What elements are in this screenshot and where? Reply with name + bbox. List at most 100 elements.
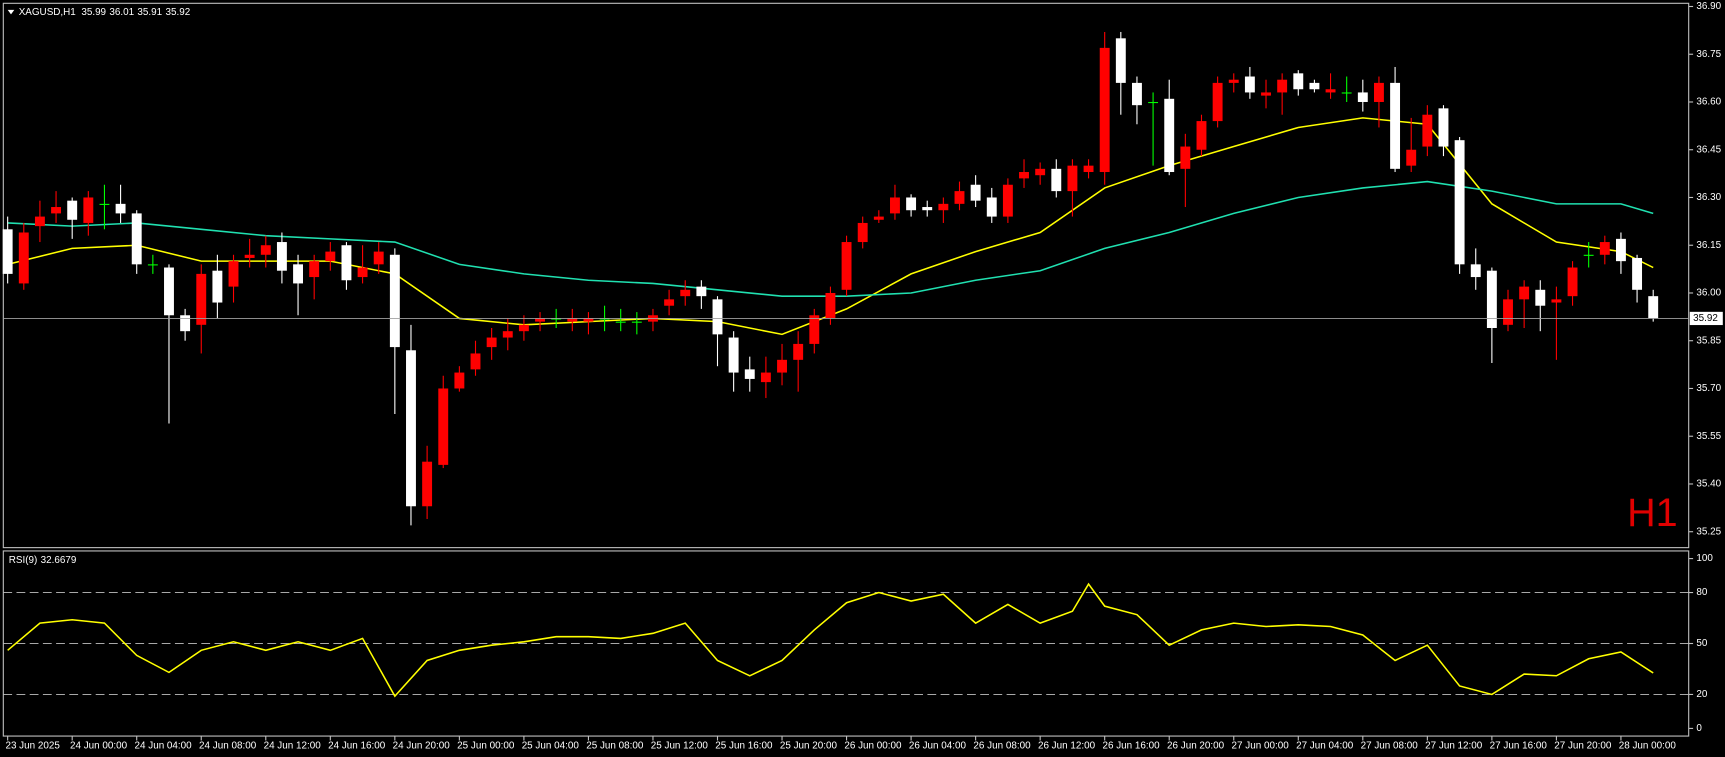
candle-body xyxy=(631,321,642,323)
x-tick-label: 27 Jun 12:00 xyxy=(1425,741,1483,752)
candle-body xyxy=(1486,270,1497,328)
y-tick-label: 36.15 xyxy=(1696,240,1721,251)
x-tick-label: 26 Jun 00:00 xyxy=(844,741,902,752)
candle-body xyxy=(164,267,174,316)
x-tick-label: 24 Jun 16:00 xyxy=(328,741,386,752)
y-tick-label: 100 xyxy=(1696,553,1713,564)
candle-body xyxy=(406,350,416,507)
x-tick-label: 28 Jun 00:00 xyxy=(1619,741,1677,752)
candle-body xyxy=(1035,168,1046,176)
rsi-header: RSI(9) 32.6679 xyxy=(9,554,77,565)
x-tick-label: 25 Jun 00:00 xyxy=(457,741,515,752)
candle-body xyxy=(373,251,384,265)
candle-body xyxy=(67,200,78,220)
candle-body xyxy=(1454,140,1465,265)
candle-body xyxy=(1551,299,1562,303)
candle-body xyxy=(1438,108,1449,147)
x-tick-label: 24 Jun 04:00 xyxy=(135,741,193,752)
candle-body xyxy=(1615,238,1626,262)
candle-body xyxy=(1648,296,1659,319)
moving-average-line xyxy=(7,180,1654,297)
candle-body xyxy=(502,331,513,338)
candle-body xyxy=(1180,146,1191,169)
candle-body xyxy=(1132,82,1142,106)
y-tick-label: 50 xyxy=(1696,638,1707,649)
last-high: 36.01 xyxy=(109,7,134,18)
x-tick-label: 26 Jun 12:00 xyxy=(1038,741,1096,752)
candle-body xyxy=(551,318,562,320)
candle-body xyxy=(1019,172,1029,179)
candle-body xyxy=(1228,79,1239,83)
candle-body xyxy=(970,184,981,201)
candle-body xyxy=(309,261,320,278)
candle-body xyxy=(34,216,45,227)
candle-body xyxy=(712,299,723,335)
last-price-label: 35.92 xyxy=(1693,313,1718,324)
candle-body xyxy=(228,261,239,287)
candle-body xyxy=(857,222,868,243)
candle-body xyxy=(1067,165,1078,192)
candle-body xyxy=(906,197,917,211)
candle-body xyxy=(1293,73,1304,90)
candle-body xyxy=(196,273,207,325)
x-tick-label: 26 Jun 04:00 xyxy=(909,741,967,752)
candle-body xyxy=(389,254,400,348)
x-tick-label: 26 Jun 16:00 xyxy=(1102,741,1160,752)
y-tick-label: 80 xyxy=(1696,587,1707,598)
candle-body xyxy=(760,372,771,383)
y-tick-label: 20 xyxy=(1696,689,1707,700)
candle-body xyxy=(1164,98,1175,173)
candle-body xyxy=(664,299,675,306)
x-tick-label: 27 Jun 20:00 xyxy=(1554,741,1612,752)
x-tick-label: 24 Jun 00:00 xyxy=(70,741,128,752)
chart-header: XAGUSD,H1 35.99 36.01 35.91 35.92 xyxy=(19,7,191,18)
y-tick-label: 36.75 xyxy=(1696,49,1721,60)
candle-body xyxy=(680,289,691,297)
x-tick-label: 24 Jun 20:00 xyxy=(393,741,451,752)
candle-body xyxy=(922,207,933,211)
candle-body xyxy=(438,388,449,465)
x-tick-label: 26 Jun 20:00 xyxy=(1167,741,1225,752)
candle-body xyxy=(1341,92,1352,94)
candle-body xyxy=(99,203,110,205)
candle-body xyxy=(2,229,13,274)
candle-body xyxy=(809,315,820,344)
candle-body xyxy=(18,232,29,284)
candle-body xyxy=(260,245,271,255)
x-tick-label: 27 Jun 08:00 xyxy=(1361,741,1419,752)
candle-body xyxy=(454,372,465,389)
x-tick-label: 27 Jun 00:00 xyxy=(1232,741,1290,752)
rsi-name: RSI(9) xyxy=(9,554,38,565)
candle-body xyxy=(954,191,965,204)
candle-body xyxy=(1196,121,1207,150)
rsi-line xyxy=(7,582,1654,698)
candle-body xyxy=(1357,92,1368,102)
moving-average-line xyxy=(7,117,1654,336)
candle-body xyxy=(212,270,223,303)
y-tick-label: 35.25 xyxy=(1696,526,1721,537)
candle-body xyxy=(1535,289,1546,306)
candle-body xyxy=(1422,114,1433,147)
last-close: 35.92 xyxy=(165,7,190,18)
candle-body xyxy=(422,461,433,507)
candle-body xyxy=(599,318,610,320)
candle-body xyxy=(1212,82,1223,122)
candle-body xyxy=(1390,82,1401,169)
y-tick-label: 35.85 xyxy=(1696,335,1721,346)
candle-body xyxy=(1470,264,1481,278)
candle-body xyxy=(744,369,755,379)
x-tick-label: 25 Jun 20:00 xyxy=(780,741,838,752)
candle-body xyxy=(1148,101,1159,104)
candle-body xyxy=(115,203,126,214)
last-low: 35.91 xyxy=(137,7,162,18)
candle-body xyxy=(244,254,255,258)
candle-body xyxy=(793,343,804,360)
candle-body xyxy=(1325,89,1336,93)
candle-body xyxy=(276,242,287,271)
last-price-box xyxy=(1689,311,1723,326)
x-tick-label: 24 Jun 08:00 xyxy=(199,741,257,752)
candle-body xyxy=(1599,242,1610,255)
menu-arrow[interactable] xyxy=(7,9,15,15)
